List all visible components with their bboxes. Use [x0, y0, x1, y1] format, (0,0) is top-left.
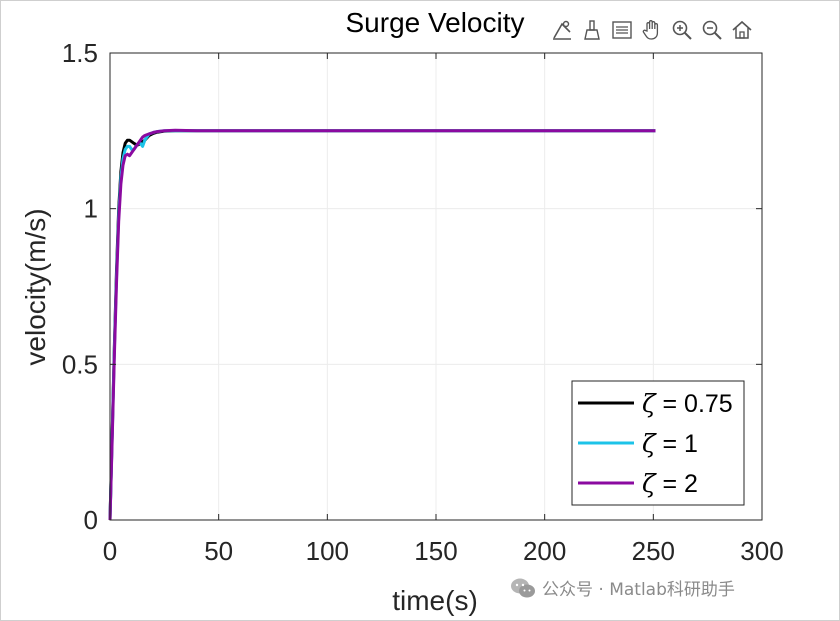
wechat-icon: [511, 578, 535, 597]
brush-icon[interactable]: [580, 18, 604, 42]
zoom-in-icon[interactable]: [670, 18, 694, 42]
y-tick-label: 1.5: [62, 38, 98, 68]
x-axis-label: time(s): [392, 585, 478, 616]
legend-label: ζ = 1: [642, 429, 698, 458]
legend-label: ζ = 2: [642, 469, 698, 498]
watermark: 公众号 · Matlab科研助手: [510, 575, 735, 600]
series-lines: [108, 128, 656, 521]
pan-icon[interactable]: [640, 18, 664, 42]
axis-ticks: 0 50 100 150 200 250 300 0 0.5 1 1.5: [62, 38, 784, 566]
x-tick-label: 50: [204, 536, 233, 566]
watermark-text: 公众号 · Matlab科研助手: [542, 580, 735, 600]
x-tick-label: 0: [103, 536, 117, 566]
zoom-out-icon[interactable]: [700, 18, 724, 42]
legend: ζ = 0.75 ζ = 1 ζ = 2: [571, 380, 745, 506]
legend-icon[interactable]: [610, 18, 634, 42]
y-tick-label: 0: [84, 505, 98, 535]
y-axis-label: velocity(m/s): [20, 208, 51, 365]
legend-label: ζ = 0.75: [642, 389, 733, 418]
x-tick-label: 150: [414, 536, 457, 566]
series-line-2: [108, 128, 656, 521]
home-icon[interactable]: [730, 18, 754, 42]
chart-title: Surge Velocity: [346, 7, 525, 38]
x-tick-label: 200: [523, 536, 566, 566]
y-tick-label: 0.5: [62, 349, 98, 379]
y-tick-label: 1: [84, 194, 98, 224]
data-tips-icon[interactable]: [550, 18, 574, 42]
x-tick-label: 250: [632, 536, 675, 566]
axes-toolbar: [550, 18, 754, 42]
x-tick-label: 300: [740, 536, 783, 566]
x-tick-label: 100: [306, 536, 349, 566]
